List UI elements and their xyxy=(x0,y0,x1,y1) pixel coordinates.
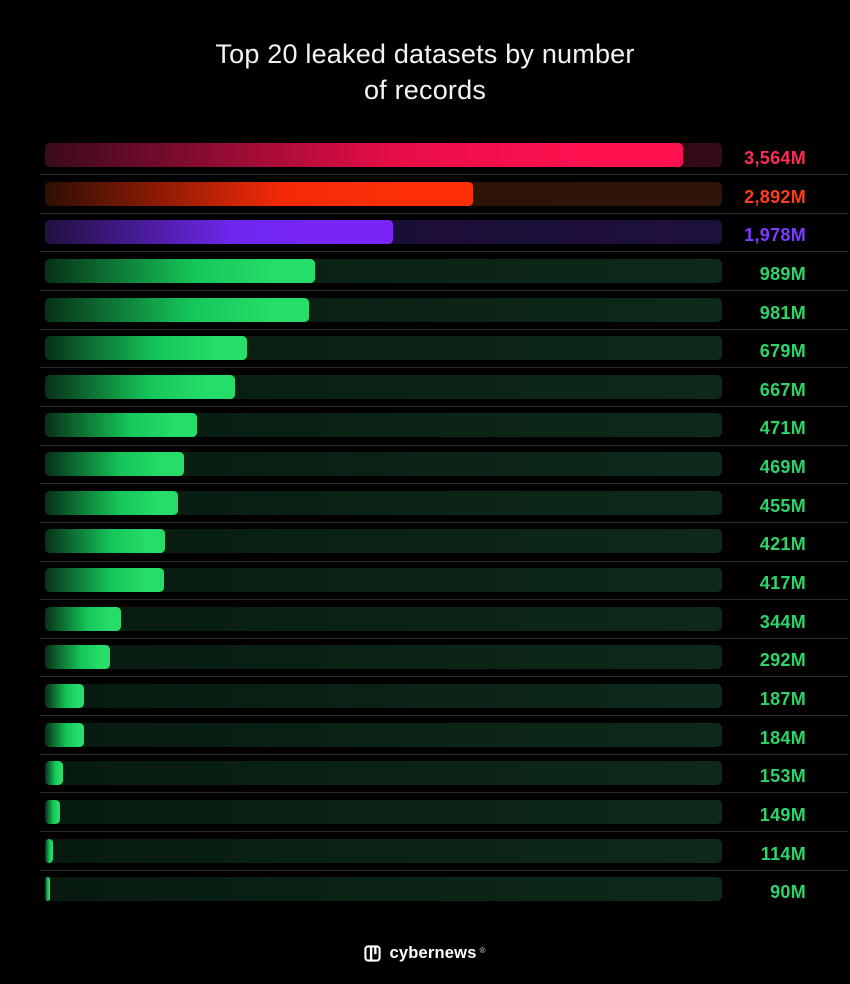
chart-title-line1: Top 20 leaked datasets by number xyxy=(215,39,635,69)
bar-track xyxy=(45,722,722,747)
bar-row: 421M xyxy=(0,521,850,568)
bar-row: 679M xyxy=(0,328,850,375)
bar-fill xyxy=(45,799,60,824)
bar-value-label: 153M xyxy=(759,766,806,787)
bar-row: 344M xyxy=(0,599,850,646)
bar-fill xyxy=(45,683,85,708)
bar-row: 292M xyxy=(0,637,850,684)
bar-fill xyxy=(45,877,51,902)
bar-track xyxy=(45,143,722,167)
bar-fill xyxy=(45,838,54,863)
brand-footer: cybernews ® xyxy=(0,944,850,963)
chart-title-line2: of records xyxy=(363,75,487,105)
bar-track xyxy=(45,258,722,283)
bar-track xyxy=(45,220,722,245)
bar-row: 981M xyxy=(0,290,850,337)
bar-row: 667M xyxy=(0,367,850,414)
bar-fill xyxy=(45,722,85,747)
bar-track xyxy=(45,606,722,631)
bar-track xyxy=(45,374,722,399)
bar-track xyxy=(45,452,722,477)
bar-track xyxy=(45,645,722,670)
bar-row: 3,564M xyxy=(0,143,850,182)
bar-track xyxy=(45,799,722,824)
bar-row: 114M xyxy=(0,831,850,878)
bar-value-label: 981M xyxy=(759,302,806,323)
bar-fill xyxy=(45,220,393,245)
bar-fill xyxy=(45,297,310,322)
bar-row: 2,892M xyxy=(0,174,850,221)
bar-fill xyxy=(45,645,110,670)
bar-value-label: 1,978M xyxy=(744,225,806,246)
bar-fill xyxy=(45,143,683,167)
bar-track xyxy=(45,413,722,438)
bar-track xyxy=(45,877,722,902)
bar-value-label: 471M xyxy=(759,418,806,439)
bar-track xyxy=(45,529,722,554)
bar-row: 1,978M xyxy=(0,212,850,259)
bar-value-label: 149M xyxy=(759,804,806,825)
bar-row: 149M xyxy=(0,792,850,839)
bar-value-label: 421M xyxy=(759,534,806,555)
bar-fill xyxy=(45,374,236,399)
bar-value-label: 469M xyxy=(759,457,806,478)
bar-fill xyxy=(45,258,316,283)
bar-track xyxy=(45,683,722,708)
bar-value-label: 292M xyxy=(759,650,806,671)
bar-value-label: 90M xyxy=(770,882,806,903)
bar-value-label: 344M xyxy=(759,611,806,632)
bar-fill xyxy=(45,452,184,477)
bar-value-label: 417M xyxy=(759,573,806,594)
bar-value-label: 3,564M xyxy=(744,148,806,168)
bar-fill xyxy=(45,568,165,593)
bar-track xyxy=(45,490,722,515)
bar-row: 153M xyxy=(0,753,850,800)
bar-row: 471M xyxy=(0,406,850,452)
bar-fill xyxy=(45,490,178,515)
bar-track xyxy=(45,297,722,322)
bar-fill xyxy=(45,529,165,554)
bar-value-label: 184M xyxy=(759,727,806,748)
bar-value-label: 114M xyxy=(760,843,806,864)
bar-fill xyxy=(45,761,64,786)
bar-track xyxy=(45,761,722,786)
bar-value-label: 679M xyxy=(759,341,806,362)
bar-value-label: 667M xyxy=(759,379,806,400)
bar-row: 187M xyxy=(0,676,850,723)
bar-track xyxy=(45,838,722,863)
bar-row: 417M xyxy=(0,560,850,607)
bar-track xyxy=(45,181,722,206)
bar-track xyxy=(45,568,722,593)
bar-row: 184M xyxy=(0,715,850,762)
bar-fill xyxy=(45,413,198,438)
bar-row: 455M xyxy=(0,483,850,530)
bar-track xyxy=(45,336,722,361)
bar-row: 90M xyxy=(0,869,850,916)
bar-fill xyxy=(45,181,473,206)
chart-title: Top 20 leaked datasets by number of reco… xyxy=(0,36,850,108)
bar-row: 989M xyxy=(0,251,850,298)
cybernews-logo-icon xyxy=(364,945,382,962)
brand-name: cybernews xyxy=(389,944,477,962)
bar-chart: 3,564M 2,892M 1,978M 989M 981M 679M xyxy=(0,143,850,916)
bar-value-label: 187M xyxy=(759,688,806,709)
bar-value-label: 2,892M xyxy=(744,186,806,207)
registered-mark: ® xyxy=(479,946,486,955)
bar-fill xyxy=(45,336,247,361)
bar-value-label: 455M xyxy=(759,495,806,516)
bar-value-label: 989M xyxy=(759,263,806,284)
bar-row: 469M xyxy=(0,444,850,491)
bar-fill xyxy=(45,606,121,631)
